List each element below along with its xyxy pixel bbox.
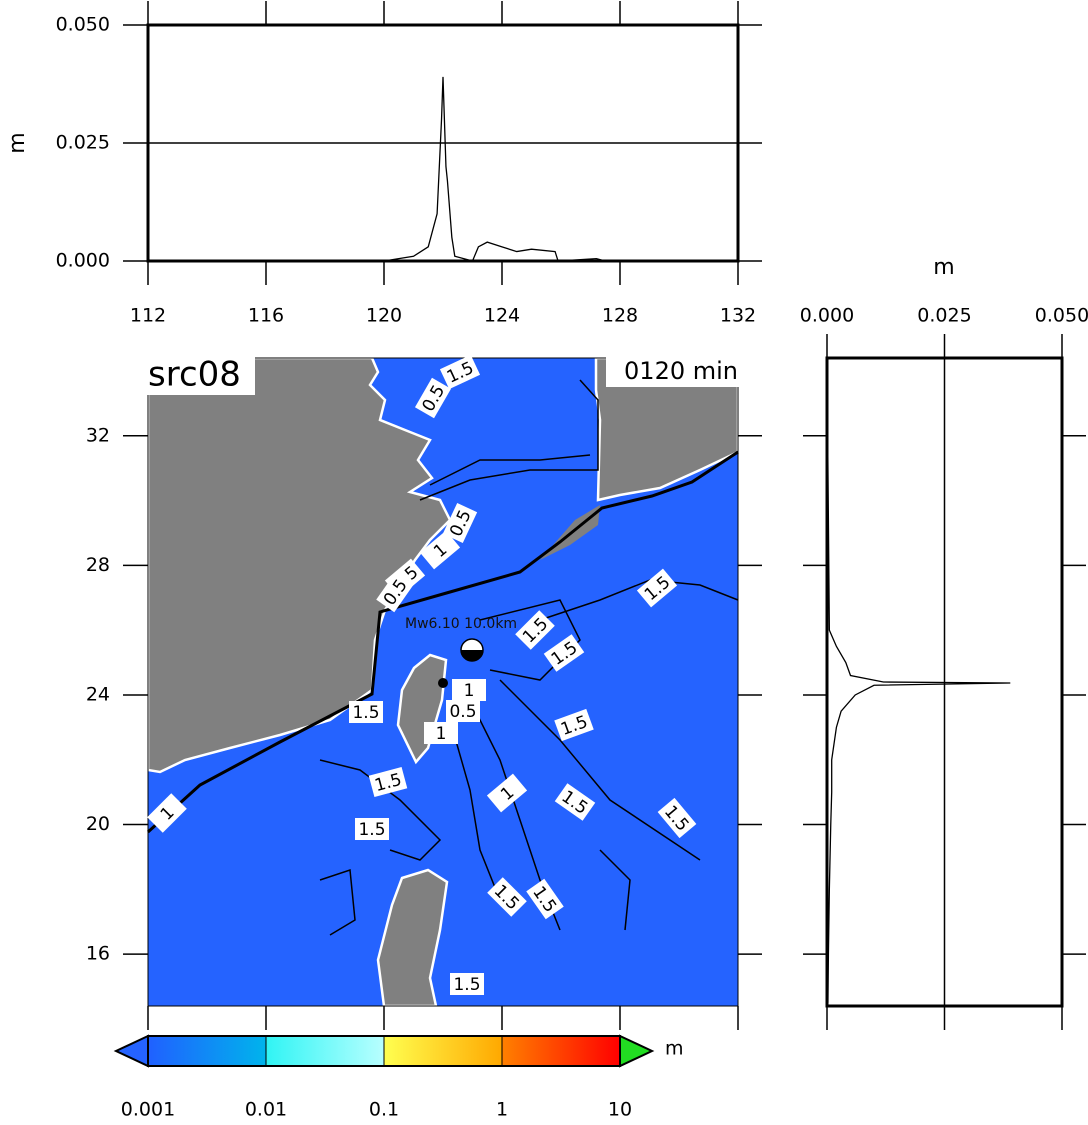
event-annotation: Mw6.10 10.0km	[405, 616, 517, 632]
x-tick-label: 128	[602, 305, 638, 327]
contour-label-box	[376, 571, 414, 613]
land-taiwan	[396, 653, 448, 765]
colorbar-label: 1	[496, 1099, 508, 1121]
y-tick-label: 16	[86, 943, 110, 965]
colorbar-label: 10	[608, 1099, 632, 1121]
map-title: src08	[148, 355, 241, 395]
contour-label-box	[439, 354, 481, 390]
contour-label: 0.5	[446, 700, 480, 722]
contour-label-text: 0.5	[449, 702, 476, 722]
colorbar-unit: m	[665, 1038, 684, 1060]
contour-line	[319, 599, 581, 861]
colorbar-under	[113, 1034, 149, 1068]
contour-label: 1.5	[526, 878, 564, 920]
profile-line	[148, 76, 738, 262]
contour-label: 1	[419, 530, 461, 570]
contour-label-box	[424, 722, 458, 744]
contour-label: 1.5	[355, 818, 389, 840]
contour-label: 1	[147, 793, 187, 833]
contour-label: 1	[424, 722, 458, 744]
contour-label-box	[543, 634, 585, 672]
contour-label-box	[515, 610, 555, 650]
contour-label: 1.5	[515, 610, 555, 650]
y-tick-label: 0.050	[56, 14, 110, 36]
contour-label-box	[450, 973, 484, 995]
contour-label-text: 1.5	[358, 820, 385, 840]
land-china	[146, 356, 452, 774]
colorbar-segment	[384, 1036, 502, 1066]
x-tick-label: 132	[720, 305, 756, 327]
contour-label-box	[446, 700, 480, 722]
y-tick-label: 24	[86, 683, 110, 705]
time-box	[606, 355, 741, 387]
contour-label-box	[636, 568, 678, 608]
map-frame	[147, 357, 739, 1007]
x-axis-title: m	[933, 255, 954, 280]
colorbar-label: 0.001	[121, 1099, 175, 1121]
title-box	[145, 355, 255, 395]
contour-label-text: 1.5	[352, 703, 379, 723]
beachball-fill	[461, 650, 483, 661]
contour-label-box	[452, 679, 486, 701]
contour-label-box	[419, 530, 461, 570]
x-tick-label: 124	[484, 305, 520, 327]
contour-label-box	[368, 766, 408, 798]
colorbar-label: 0.01	[245, 1099, 287, 1121]
contour-label-box	[414, 377, 452, 419]
contour-label-box	[526, 878, 564, 920]
time-label: 0120 min	[624, 357, 738, 385]
y-tick-label: 32	[86, 424, 110, 446]
x-tick-label: 116	[248, 305, 284, 327]
y-tick-label: 0.000	[56, 250, 110, 272]
contour-label-text: 1.5	[453, 975, 480, 995]
y-tick-label: 20	[86, 813, 110, 835]
contour-label: 1.5	[368, 766, 408, 798]
y-axis-title: m	[5, 132, 30, 153]
contour-label-box	[554, 783, 596, 821]
contour-label-box	[486, 773, 528, 813]
contour-label-box	[442, 502, 478, 544]
contour-label-box	[349, 701, 383, 723]
y-tick-label: 0.025	[56, 132, 110, 154]
colorbar-segment	[148, 1036, 266, 1066]
contour-label-box	[487, 877, 527, 917]
contours	[319, 379, 739, 936]
x-tick-label: 0.025	[917, 305, 971, 327]
land-luzon	[376, 868, 449, 1008]
x-tick-label: 120	[366, 305, 402, 327]
contour-line	[419, 379, 599, 501]
colorbar-segment	[502, 1036, 620, 1066]
contour-label-text: 1	[436, 724, 447, 744]
contour-label-box	[554, 708, 594, 742]
x-tick-label: 0.000	[800, 305, 854, 327]
epicenter	[438, 678, 448, 688]
map: 1.50.50.511.50.51.51.51.510.51.51.511.51…	[146, 354, 740, 1008]
shelf-edge	[146, 450, 739, 834]
x-tick-label: 0.050	[1035, 305, 1088, 327]
contour-label-box	[657, 797, 697, 839]
colorbar-over	[619, 1034, 655, 1068]
contour-label-text: 1	[464, 681, 475, 701]
contour-label: 1.5	[349, 701, 383, 723]
x-tick-label: 112	[130, 305, 166, 327]
colorbar-label: 0.1	[369, 1099, 399, 1121]
y-tick-label: 28	[86, 554, 110, 576]
colorbar-segment	[266, 1036, 384, 1066]
contour-label: 1	[452, 679, 486, 701]
contour-label-box	[147, 793, 187, 833]
profile-line	[826, 357, 1011, 1003]
contour-label: 1.5	[450, 973, 484, 995]
contour-label: 1	[486, 773, 528, 813]
contour-label-box	[355, 818, 389, 840]
